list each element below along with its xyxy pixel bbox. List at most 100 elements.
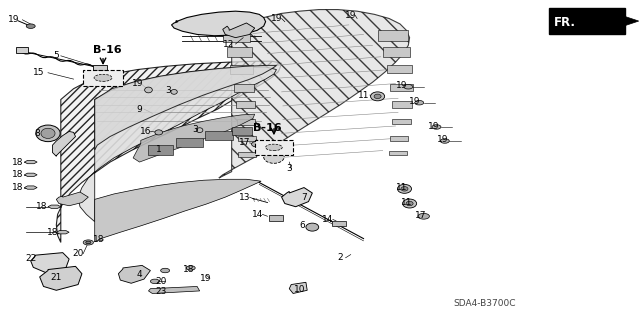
Text: 19: 19 <box>437 135 449 144</box>
Polygon shape <box>52 131 76 156</box>
Polygon shape <box>24 186 37 189</box>
Polygon shape <box>392 119 411 124</box>
Polygon shape <box>387 65 412 73</box>
Text: 21: 21 <box>51 273 62 282</box>
Text: 18: 18 <box>12 183 24 192</box>
Polygon shape <box>223 23 255 38</box>
Polygon shape <box>623 16 639 26</box>
Text: 5: 5 <box>54 51 59 60</box>
Ellipse shape <box>41 128 55 138</box>
Text: 1: 1 <box>156 145 161 154</box>
Text: 20: 20 <box>156 277 167 286</box>
Polygon shape <box>389 151 407 155</box>
Circle shape <box>440 139 449 143</box>
Text: 7: 7 <box>301 193 307 202</box>
Circle shape <box>415 100 424 105</box>
Bar <box>332 221 346 226</box>
Ellipse shape <box>171 90 177 94</box>
Polygon shape <box>227 47 252 57</box>
Polygon shape <box>282 188 312 207</box>
Text: 19: 19 <box>409 97 420 106</box>
Bar <box>255 140 293 155</box>
Text: 12: 12 <box>223 40 235 48</box>
Text: 16: 16 <box>140 127 152 136</box>
Circle shape <box>418 213 429 219</box>
Polygon shape <box>230 65 253 74</box>
Polygon shape <box>289 282 307 293</box>
Bar <box>16 47 28 53</box>
Polygon shape <box>205 131 233 140</box>
Ellipse shape <box>371 92 385 101</box>
Polygon shape <box>56 231 69 234</box>
Text: 13: 13 <box>239 193 250 202</box>
Polygon shape <box>392 101 412 108</box>
Bar <box>269 215 283 221</box>
Text: 17: 17 <box>415 211 427 220</box>
Polygon shape <box>24 173 37 176</box>
Circle shape <box>432 125 441 129</box>
Polygon shape <box>176 138 203 147</box>
Text: 19: 19 <box>8 15 20 24</box>
Polygon shape <box>238 152 256 157</box>
Polygon shape <box>31 253 69 273</box>
Polygon shape <box>40 266 82 290</box>
Polygon shape <box>237 119 255 125</box>
Polygon shape <box>390 84 413 91</box>
Ellipse shape <box>397 184 412 193</box>
Text: 14: 14 <box>252 210 263 219</box>
Text: 19: 19 <box>396 81 408 90</box>
Text: 19: 19 <box>428 122 440 130</box>
Polygon shape <box>390 136 408 141</box>
Text: 4: 4 <box>137 271 142 279</box>
Ellipse shape <box>401 187 408 191</box>
Ellipse shape <box>306 223 319 231</box>
Ellipse shape <box>155 130 163 135</box>
Text: 18: 18 <box>93 235 105 244</box>
Polygon shape <box>234 84 254 92</box>
Circle shape <box>161 268 170 273</box>
Polygon shape <box>78 67 276 222</box>
Text: 9: 9 <box>137 105 142 114</box>
Text: 22: 22 <box>25 254 36 263</box>
Text: 18: 18 <box>12 158 24 167</box>
Text: 3: 3 <box>165 86 170 95</box>
Ellipse shape <box>374 94 381 99</box>
Text: SDA4-B3700C: SDA4-B3700C <box>453 299 516 308</box>
Bar <box>549 8 625 34</box>
Text: 23: 23 <box>156 287 167 296</box>
Text: 18: 18 <box>47 228 58 237</box>
Ellipse shape <box>36 125 60 142</box>
Polygon shape <box>56 61 282 242</box>
Text: 3: 3 <box>287 164 292 173</box>
Circle shape <box>86 241 91 244</box>
Text: 15: 15 <box>33 68 44 77</box>
Polygon shape <box>378 30 408 41</box>
Ellipse shape <box>145 87 152 93</box>
Circle shape <box>252 141 263 147</box>
Text: 18: 18 <box>183 265 195 274</box>
Polygon shape <box>383 47 410 57</box>
Text: 19: 19 <box>132 79 143 88</box>
Text: 6: 6 <box>300 221 305 230</box>
Text: 18: 18 <box>36 202 47 211</box>
Text: FR.: FR. <box>554 16 576 29</box>
Ellipse shape <box>264 151 284 163</box>
Ellipse shape <box>266 144 282 151</box>
Polygon shape <box>148 286 200 293</box>
Polygon shape <box>133 114 255 162</box>
Polygon shape <box>219 10 410 178</box>
Polygon shape <box>236 101 255 108</box>
Text: 10: 10 <box>294 285 305 294</box>
Text: 3: 3 <box>193 125 198 134</box>
Circle shape <box>26 24 35 28</box>
Polygon shape <box>148 145 173 155</box>
Text: 8: 8 <box>35 129 40 138</box>
Ellipse shape <box>196 128 203 133</box>
Circle shape <box>150 279 159 284</box>
Ellipse shape <box>406 201 413 206</box>
Text: 11: 11 <box>396 183 408 192</box>
Polygon shape <box>56 192 88 206</box>
Text: 11: 11 <box>401 198 412 207</box>
Text: 20: 20 <box>72 249 84 258</box>
Text: 14: 14 <box>322 215 333 224</box>
